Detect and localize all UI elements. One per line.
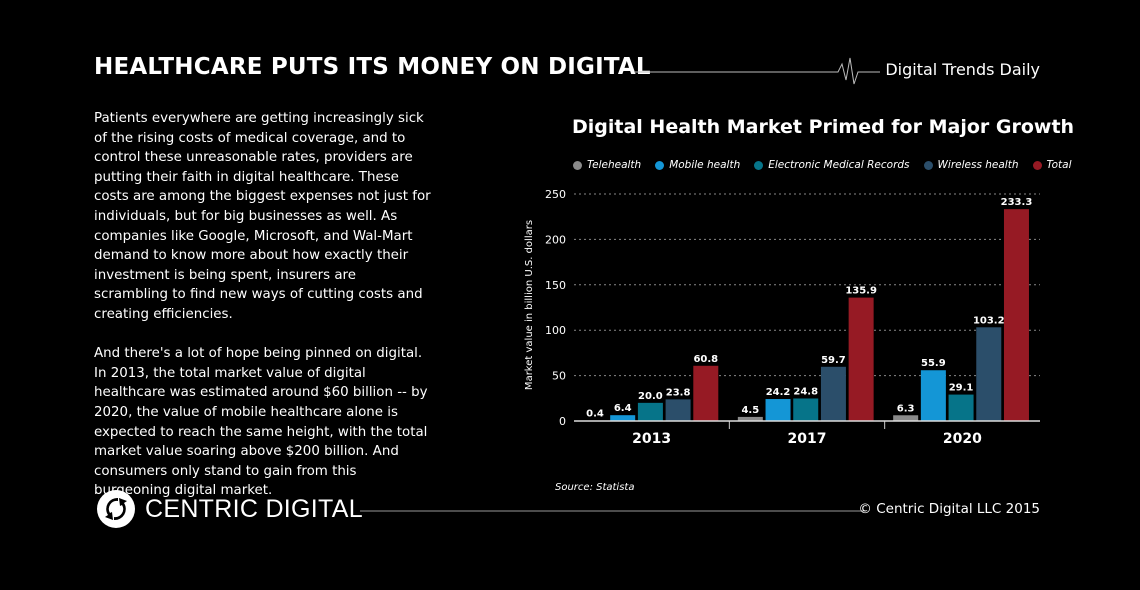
data-label: 103.2 — [973, 315, 1005, 326]
y-tick-label: 200 — [545, 233, 566, 246]
x-tick-label: 2020 — [943, 431, 982, 447]
y-tick-label: 100 — [545, 324, 566, 337]
centric-digital-logo: CENTRIC DIGITAL — [96, 489, 363, 529]
data-label: 24.2 — [766, 387, 791, 398]
data-label: 6.4 — [614, 403, 632, 414]
data-label: 135.9 — [845, 286, 877, 297]
logo-text: CENTRIC DIGITAL — [145, 494, 363, 523]
legend-item: Electronic Medical Records — [754, 159, 910, 171]
data-label: 29.1 — [949, 383, 974, 394]
y-tick-label: 0 — [559, 415, 566, 428]
x-tick-label: 2017 — [788, 431, 827, 447]
y-tick-label: 50 — [552, 370, 566, 383]
bar — [976, 327, 1002, 421]
bar — [793, 398, 819, 421]
bar — [765, 399, 791, 421]
data-label: 59.7 — [821, 355, 846, 366]
data-label: 23.8 — [666, 387, 691, 398]
legend-label: Telehealth — [587, 159, 642, 171]
bar — [920, 370, 946, 421]
y-axis-label: Market value in billion U.S. dollars — [524, 220, 535, 390]
bar — [610, 415, 636, 421]
legend-label: Wireless health — [937, 159, 1019, 171]
legend-label: Total — [1046, 159, 1072, 171]
data-label: 6.3 — [897, 403, 915, 414]
legend-label: Electronic Medical Records — [768, 159, 910, 171]
x-tick-label: 2013 — [632, 431, 671, 447]
bar — [1003, 209, 1029, 421]
bar — [948, 394, 974, 421]
bar — [737, 416, 763, 421]
bar — [665, 399, 691, 421]
chart-source: Source: Statista — [555, 482, 635, 493]
chart-title: Digital Health Market Primed for Major G… — [572, 116, 1075, 138]
logo-icon — [97, 490, 135, 528]
brand-name: Digital Trends Daily — [885, 60, 1040, 79]
bar — [820, 366, 846, 421]
legend-item: Total — [1032, 159, 1072, 171]
bar — [693, 365, 719, 421]
legend-swatch — [754, 160, 764, 170]
page-title: HEALTHCARE PUTS ITS MONEY ON DIGITAL — [94, 54, 651, 80]
chart-legend: Telehealth Mobile health Electronic Medica… — [573, 159, 1072, 171]
data-label: 4.5 — [741, 405, 759, 416]
legend-swatch — [573, 160, 582, 170]
data-label: 60.8 — [693, 354, 718, 365]
legend-label: Mobile health — [669, 159, 741, 171]
bar — [848, 297, 874, 421]
paragraph: And there's a lot of hope being pinned o… — [94, 346, 428, 499]
copyright: © Centric Digital LLC 2015 — [858, 501, 1040, 517]
y-tick-label: 150 — [545, 279, 566, 292]
data-label: 233.3 — [1001, 197, 1033, 208]
heartbeat-line — [634, 57, 880, 85]
data-label: 20.0 — [638, 391, 663, 402]
legend-item: Wireless health — [923, 159, 1019, 171]
legend-swatch — [1032, 160, 1042, 170]
bar — [893, 415, 919, 421]
data-label: 24.8 — [793, 386, 818, 397]
legend-swatch — [655, 160, 665, 170]
legend-swatch — [923, 160, 933, 170]
data-label: 0.4 — [586, 409, 604, 420]
legend-item: Telehealth — [573, 159, 641, 171]
article-body: Patients everywhere are getting increasi… — [94, 109, 434, 520]
bar — [637, 402, 663, 421]
paragraph: Patients everywhere are getting increasi… — [94, 111, 431, 322]
y-tick-label: 250 — [545, 188, 566, 201]
legend-item: Mobile health — [655, 159, 740, 171]
data-label: 55.9 — [921, 358, 946, 369]
